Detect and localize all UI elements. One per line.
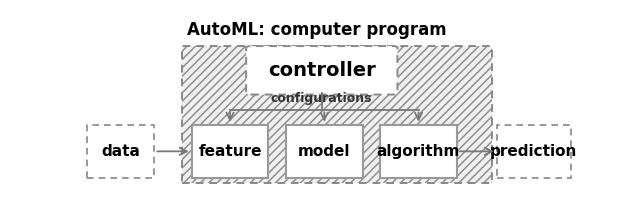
Text: configurations: configurations: [271, 92, 372, 105]
FancyBboxPatch shape: [246, 46, 397, 95]
Bar: [88, 125, 154, 178]
Bar: [286, 125, 363, 178]
Text: data: data: [102, 144, 140, 159]
Bar: [182, 46, 492, 183]
Text: controller: controller: [268, 61, 376, 80]
Text: model: model: [298, 144, 351, 159]
Bar: [191, 125, 269, 178]
Text: prediction: prediction: [490, 144, 577, 159]
Bar: [497, 125, 571, 178]
Text: feature: feature: [198, 144, 262, 159]
Bar: [380, 125, 457, 178]
Text: AutoML: computer program: AutoML: computer program: [187, 21, 447, 39]
Text: algorithm: algorithm: [377, 144, 460, 159]
